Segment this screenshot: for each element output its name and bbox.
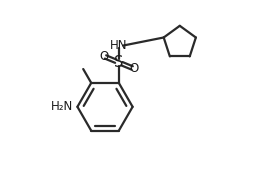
Text: HN: HN xyxy=(110,39,128,52)
Text: O: O xyxy=(99,50,108,63)
Text: S: S xyxy=(114,55,124,70)
Text: H₂N: H₂N xyxy=(51,100,73,113)
Text: O: O xyxy=(129,62,139,75)
